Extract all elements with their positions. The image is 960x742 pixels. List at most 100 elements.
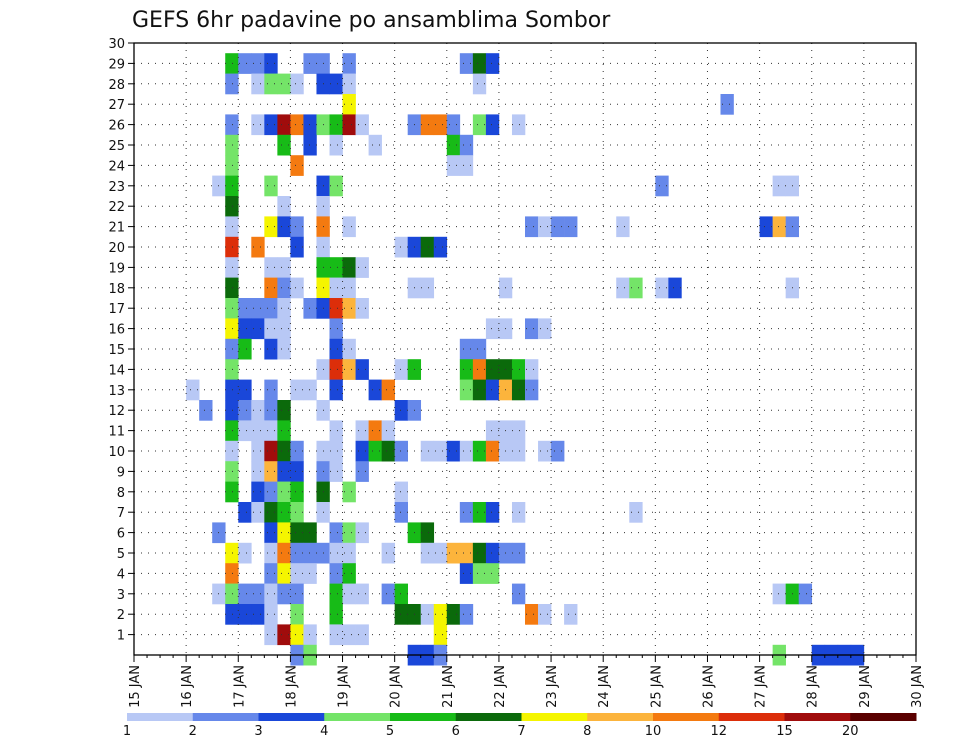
precip-cell (290, 236, 304, 258)
precip-cell (238, 502, 252, 523)
precip-cell (459, 604, 474, 625)
precip-cell (264, 73, 278, 95)
precip-cell (225, 542, 239, 564)
precip-cell (342, 338, 356, 360)
precip-cell (329, 604, 343, 625)
precip-cell (472, 114, 487, 136)
precip-cell (342, 53, 356, 74)
y-tick-label: 4 (117, 567, 125, 582)
precip-cell (186, 379, 200, 401)
precip-cell (277, 440, 291, 462)
precip-cell (225, 175, 239, 197)
y-tick-label: 17 (108, 302, 125, 317)
precip-cell (368, 134, 382, 156)
precip-cell (225, 277, 239, 299)
x-tick-label: 18 JAN (284, 665, 299, 708)
precip-cell (511, 583, 526, 605)
precip-cell (225, 583, 239, 605)
precip-cell (472, 502, 487, 523)
precip-cell (525, 318, 539, 340)
precip-cell (420, 114, 435, 136)
precip-cell (485, 318, 500, 340)
precip-cell (277, 502, 291, 523)
precip-cell (459, 379, 474, 401)
precip-cell (355, 522, 369, 544)
colorbar-swatch (653, 713, 720, 721)
precip-cell (433, 114, 448, 136)
precip-cell (277, 461, 291, 482)
precip-cell (538, 216, 552, 238)
precip-cell (251, 73, 265, 95)
precip-cell (277, 563, 291, 584)
x-tick-label: 22 JAN (493, 665, 508, 708)
precip-cell (525, 604, 539, 625)
precip-cell (446, 155, 461, 176)
precip-cell (329, 583, 343, 605)
y-tick-label: 25 (108, 139, 125, 154)
precip-cell (459, 53, 474, 74)
precip-cell (264, 542, 278, 564)
precip-cell (368, 420, 382, 442)
precip-cell (472, 379, 487, 401)
precip-cell (303, 53, 317, 74)
precip-cell (564, 604, 578, 625)
precip-cell (251, 440, 265, 462)
precip-cell (251, 502, 265, 523)
precip-cell (485, 53, 500, 74)
precip-cell (303, 522, 317, 544)
precip-cell (277, 583, 291, 605)
y-tick-label: 14 (108, 363, 125, 378)
y-tick-label: 30 (108, 37, 125, 52)
precip-cell (342, 624, 356, 646)
x-tick-label: 26 JAN (701, 665, 716, 708)
precip-cell (225, 134, 239, 156)
precip-cell (225, 318, 239, 340)
x-tick-label: 24 JAN (597, 665, 612, 708)
y-tick-label: 7 (117, 506, 125, 521)
colorbar-swatch (587, 713, 654, 721)
grid-lines (134, 42, 916, 655)
colorbar-swatch (258, 713, 325, 721)
precip-cell (342, 216, 356, 238)
precip-cell (472, 542, 487, 564)
precip-cell (238, 542, 252, 564)
precip-cell (485, 502, 500, 523)
precip-cell (329, 338, 343, 360)
precip-cell (290, 440, 304, 462)
precip-cell (368, 379, 382, 401)
precip-cell (277, 318, 291, 340)
precip-cell (511, 502, 526, 523)
precip-cell (655, 175, 669, 197)
precip-cell (199, 400, 213, 421)
precip-cell (616, 277, 630, 299)
precip-cell (264, 481, 278, 503)
precip-cell (381, 583, 395, 605)
precip-cell (342, 277, 356, 299)
colorbar-swatch (390, 713, 457, 721)
precip-cell (629, 277, 643, 299)
precip-cell (485, 420, 500, 442)
precip-cell (290, 379, 304, 401)
precip-cell (225, 563, 239, 584)
precip-cell (225, 461, 239, 482)
y-tick-label: 8 (117, 486, 125, 501)
y-tick-label: 5 (117, 547, 125, 562)
precip-cell (277, 216, 291, 238)
precip-cell (303, 298, 317, 319)
precip-cell (381, 440, 395, 462)
precip-cell (446, 134, 461, 156)
precip-cell (433, 604, 448, 625)
precip-cell (772, 583, 786, 605)
precip-cell (511, 379, 526, 401)
precip-cell (225, 216, 239, 238)
x-tick-label: 28 JAN (806, 665, 821, 708)
precip-cell (342, 522, 356, 544)
precipitation-cells (186, 53, 865, 666)
precip-cell (485, 379, 500, 401)
precip-cell (238, 583, 252, 605)
precip-cell (446, 604, 461, 625)
precip-cell (551, 216, 565, 238)
y-tick-label: 6 (117, 527, 125, 542)
colorbar-label: 12 (710, 724, 727, 739)
